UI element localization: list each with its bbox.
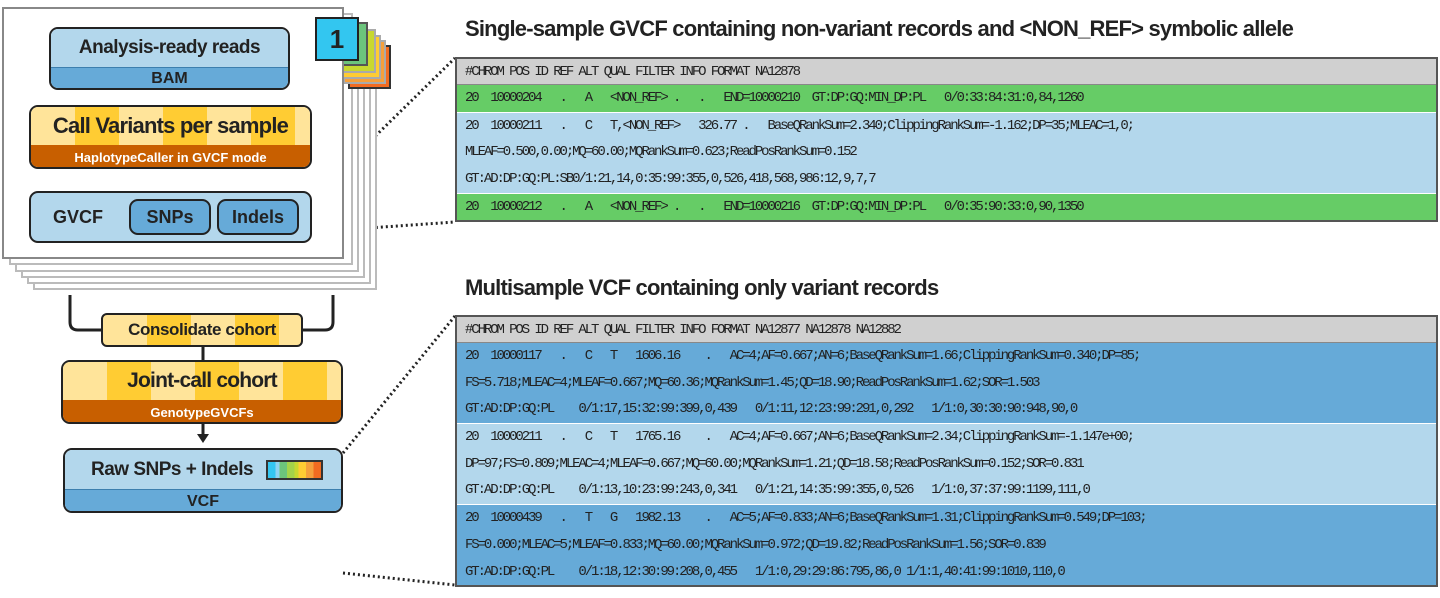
call-variants-box: Call Variants per sample HaplotypeCaller… (29, 105, 312, 169)
merge-line-right (303, 295, 335, 332)
record-line: GT:AD:DP:GQ:PL 0/1:13,10:23:99:243,0,341… (465, 482, 1091, 499)
record-line: 20 10000204 . A <NON_REF> . . END=100002… (465, 90, 1085, 106)
vcf-record: 20 10000117 . C T 1606.16 . AC=4;AF=0.66… (457, 343, 1436, 425)
sample-badge: 1 (315, 17, 359, 61)
indels-chip: Indels (217, 199, 299, 235)
joint-call-box: Joint-call cohort GenotypeGVCFs (61, 360, 343, 424)
record-line: 20 10000211 . C T 1765.16 . AC=4;AF=0.66… (465, 429, 1135, 446)
dotted-connector (342, 571, 456, 587)
dotted-connector (310, 220, 456, 234)
record-line: 20 10000439 . T G 1982.13 . AC=5;AF=0.83… (465, 510, 1148, 527)
gvcf-record: 20 10000211 . C T,<NON_REF> 326.77 . Bas… (457, 112, 1436, 194)
consolidate-cohort-box: Consolidate cohort (101, 313, 303, 347)
gvcf-record: 20 10000212 . A <NON_REF> . . END=100002… (457, 193, 1436, 221)
record-line: GT:AD:DP:GQ:PL:SB0/1:21,14,0:35:99:355,0… (465, 171, 877, 188)
gvcf-header-row: #CHROM POS ID REF ALT QUAL FILTER INFO F… (457, 59, 1436, 85)
reads-box: Analysis-ready reads BAM (49, 27, 290, 90)
gvcf-box: GVCF SNPs Indels (29, 191, 312, 243)
record-line: 20 10000117 . C T 1606.16 . AC=4;AF=0.66… (465, 348, 1141, 364)
vcf-record: 20 10000439 . T G 1982.13 . AC=5;AF=0.83… (457, 505, 1436, 586)
record-line: 20 10000212 . A <NON_REF> . . END=100002… (465, 198, 1085, 215)
vcf-panel-title: Multisample VCF containing only variant … (465, 275, 939, 300)
merge-line-left (68, 295, 101, 332)
vcf-record: 20 10000211 . C T 1765.16 . AC=4;AF=0.66… (457, 424, 1436, 506)
reads-title: Analysis-ready reads (51, 29, 288, 67)
gvcf-records-panel: #CHROM POS ID REF ALT QUAL FILTER INFO F… (455, 57, 1438, 223)
call-variants-title: Call Variants per sample (31, 107, 310, 145)
raw-variants-format: VCF (65, 489, 341, 511)
dotted-connector (341, 315, 457, 454)
record-line: DP=97;FS=0.809;MLEAC=4;MLEAF=0.667;MQ=60… (465, 455, 1085, 472)
reads-format: BAM (51, 67, 288, 88)
record-line: FS=5.718;MLEAC=4;MLEAF=0.667;MQ=60.36;MQ… (465, 374, 1041, 391)
gvcf-panel-title: Single-sample GVCF containing non-varian… (465, 16, 1294, 41)
arrow-down-icon (197, 434, 209, 443)
vcf-records-panel: #CHROM POS ID REF ALT QUAL FILTER INFO F… (455, 315, 1438, 588)
gvcf-label: GVCF (53, 207, 104, 227)
call-variants-tool: HaplotypeCaller in GVCF mode (31, 145, 310, 167)
snps-chip: SNPs (129, 199, 211, 235)
record-line: FS=0.000;MLEAC=5;MLEAF=0.833;MQ=60.00;MQ… (465, 536, 1047, 553)
gvcf-record: 20 10000204 . A <NON_REF> . . END=100002… (457, 85, 1436, 113)
color-scale-icon (266, 460, 323, 480)
raw-variants-title: Raw SNPs + Indels (91, 459, 254, 480)
dotted-connector (309, 56, 457, 201)
record-line: 20 10000211 . C T,<NON_REF> 326.77 . Bas… (465, 117, 1135, 134)
record-line: MLEAF=0.500,0.00;MQ=60.00;MQRankSum=0.62… (465, 144, 858, 161)
record-line: GT:AD:DP:GQ:PL 0/1:17,15:32:99:399,0,439… (465, 401, 1078, 418)
record-line: GT:AD:DP:GQ:PL 0/1:18,12:30:99:208,0,455… (465, 563, 1066, 580)
joint-call-tool: GenotypeGVCFs (63, 400, 341, 422)
joint-call-title: Joint-call cohort (63, 362, 341, 400)
raw-variants-box: Raw SNPs + Indels VCF (63, 448, 343, 513)
vcf-header-row: #CHROM POS ID REF ALT QUAL FILTER INFO F… (457, 317, 1436, 343)
